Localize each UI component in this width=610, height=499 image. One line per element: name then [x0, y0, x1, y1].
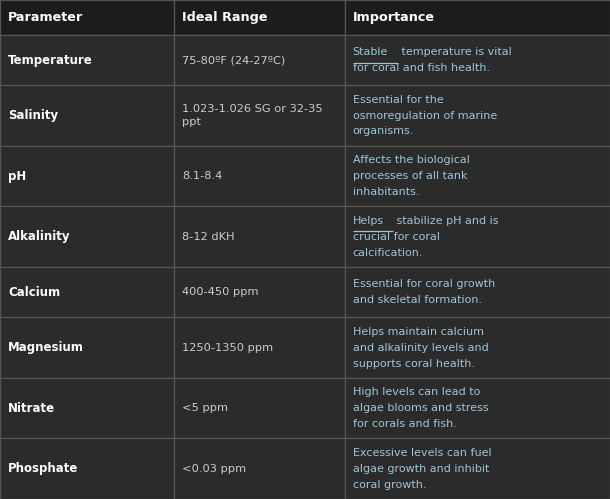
- Bar: [174, 207, 345, 267]
- Text: 8.1-8.4: 8.1-8.4: [182, 171, 222, 181]
- Bar: [174, 0, 345, 35]
- Text: algae blooms and stress: algae blooms and stress: [353, 403, 488, 413]
- Text: Magnesium: Magnesium: [8, 341, 84, 354]
- Text: Stable: Stable: [353, 47, 388, 57]
- Text: calcification.: calcification.: [353, 248, 423, 257]
- Text: Phosphate: Phosphate: [8, 462, 78, 475]
- Text: 8-12 dKH: 8-12 dKH: [182, 232, 234, 242]
- Text: crucial for coral: crucial for coral: [353, 232, 440, 242]
- Text: inhabitants.: inhabitants.: [353, 187, 419, 197]
- Bar: [174, 146, 345, 207]
- Bar: [345, 207, 610, 267]
- Text: Helps: Helps: [353, 216, 384, 226]
- Bar: [0, 0, 174, 35]
- Bar: [174, 85, 345, 146]
- Text: Importance: Importance: [353, 11, 434, 24]
- Bar: [345, 85, 610, 146]
- Bar: [0, 317, 174, 378]
- Text: 1250-1350 ppm: 1250-1350 ppm: [182, 342, 273, 353]
- Bar: [345, 378, 610, 439]
- Text: algae growth and inhibit: algae growth and inhibit: [353, 464, 489, 474]
- Text: 1.023-1.026 SG or 32-35
ppt: 1.023-1.026 SG or 32-35 ppt: [182, 104, 323, 127]
- Bar: [174, 378, 345, 439]
- Bar: [0, 439, 174, 499]
- Bar: [0, 35, 174, 85]
- Text: Affects the biological: Affects the biological: [353, 155, 470, 165]
- Text: pH: pH: [8, 170, 26, 183]
- Text: Helps maintain calcium: Helps maintain calcium: [353, 326, 484, 337]
- Bar: [0, 85, 174, 146]
- Bar: [345, 146, 610, 207]
- Text: Parameter: Parameter: [8, 11, 83, 24]
- Bar: [0, 146, 174, 207]
- Bar: [345, 0, 610, 35]
- Text: organisms.: organisms.: [353, 126, 414, 137]
- Text: Alkalinity: Alkalinity: [8, 230, 70, 243]
- Text: 400-450 ppm: 400-450 ppm: [182, 287, 258, 297]
- Text: and skeletal formation.: and skeletal formation.: [353, 295, 482, 305]
- Text: osmoregulation of marine: osmoregulation of marine: [353, 110, 497, 121]
- Text: Essential for coral growth: Essential for coral growth: [353, 279, 495, 289]
- Text: for coral and fish health.: for coral and fish health.: [353, 63, 490, 73]
- Text: <0.03 ppm: <0.03 ppm: [182, 464, 246, 474]
- Bar: [174, 317, 345, 378]
- Text: 75-80ºF (24-27ºC): 75-80ºF (24-27ºC): [182, 55, 285, 65]
- Text: Salinity: Salinity: [8, 109, 58, 122]
- Text: coral growth.: coral growth.: [353, 480, 426, 490]
- Bar: [345, 439, 610, 499]
- Bar: [345, 317, 610, 378]
- Text: stabilize pH and is: stabilize pH and is: [393, 216, 498, 226]
- Text: Ideal Range: Ideal Range: [182, 11, 267, 24]
- Text: High levels can lead to: High levels can lead to: [353, 387, 480, 397]
- Text: Essential for the: Essential for the: [353, 94, 443, 105]
- Text: Temperature: Temperature: [8, 53, 93, 66]
- Bar: [0, 267, 174, 317]
- Text: <5 ppm: <5 ppm: [182, 403, 228, 413]
- Bar: [0, 207, 174, 267]
- Text: supports coral health.: supports coral health.: [353, 358, 475, 369]
- Text: Calcium: Calcium: [8, 285, 60, 298]
- Text: and alkalinity levels and: and alkalinity levels and: [353, 342, 489, 353]
- Text: for corals and fish.: for corals and fish.: [353, 419, 456, 429]
- Text: temperature is vital: temperature is vital: [398, 47, 512, 57]
- Bar: [174, 35, 345, 85]
- Bar: [174, 439, 345, 499]
- Text: Nitrate: Nitrate: [8, 402, 55, 415]
- Bar: [345, 35, 610, 85]
- Bar: [345, 267, 610, 317]
- Bar: [174, 267, 345, 317]
- Text: processes of all tank: processes of all tank: [353, 171, 467, 181]
- Text: Excessive levels can fuel: Excessive levels can fuel: [353, 448, 491, 458]
- Bar: [0, 378, 174, 439]
